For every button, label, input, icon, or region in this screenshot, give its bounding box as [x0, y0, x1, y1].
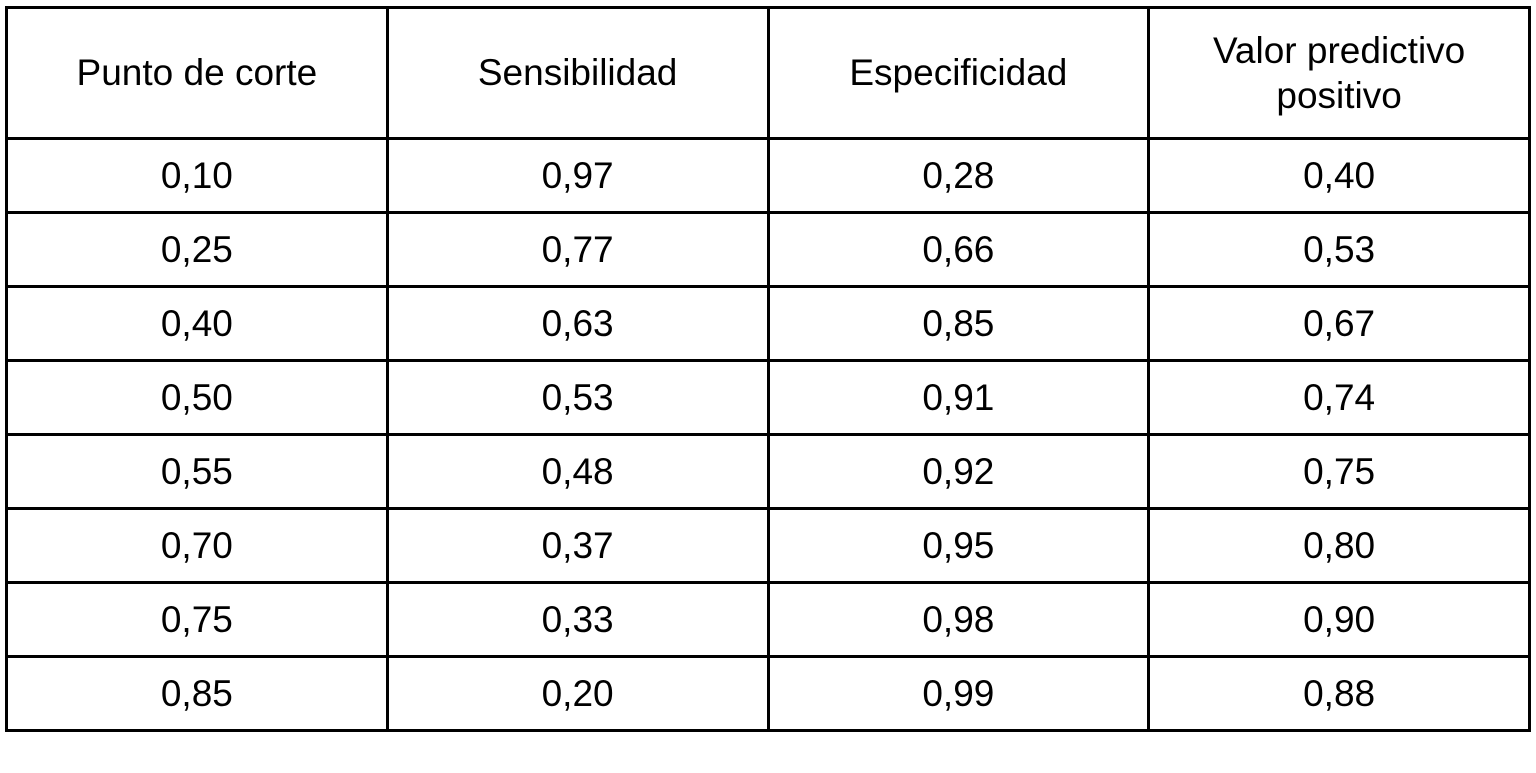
table-cell: 0,48	[385, 433, 770, 510]
table-cell: 0,99	[766, 655, 1151, 732]
table-body: 0,10 0,97 0,28 0,40 0,25 0,77 0,66 0,53 …	[5, 137, 1531, 732]
table-cell: 0,98	[766, 581, 1151, 658]
table-cell: 0,40	[5, 285, 389, 362]
column-header-sensibilidad: Sensibilidad	[385, 6, 770, 140]
table-cell: 0,75	[1147, 433, 1531, 510]
table-cell: 0,20	[385, 655, 770, 732]
table-cell: 0,67	[1147, 285, 1531, 362]
table-cell: 0,10	[5, 137, 389, 214]
table-row: 0,55 0,48 0,92 0,75	[5, 433, 1531, 510]
column-header-especificidad: Especificidad	[766, 6, 1151, 140]
table-cell: 0,85	[766, 285, 1151, 362]
table-cell: 0,63	[385, 285, 770, 362]
table-cell: 0,92	[766, 433, 1151, 510]
table-row: 0,50 0,53 0,91 0,74	[5, 359, 1531, 436]
table-cell: 0,95	[766, 507, 1151, 584]
table-cell: 0,88	[1147, 655, 1531, 732]
table-cell: 0,80	[1147, 507, 1531, 584]
table-cell: 0,40	[1147, 137, 1531, 214]
table-cell: 0,75	[5, 581, 389, 658]
table-cell: 0,90	[1147, 581, 1531, 658]
table-cell: 0,55	[5, 433, 389, 510]
table-cell: 0,25	[5, 211, 389, 288]
table-row: 0,40 0,63 0,85 0,67	[5, 285, 1531, 362]
table-header: Punto de corte Sensibilidad Especificida…	[5, 6, 1531, 140]
table-cell: 0,53	[385, 359, 770, 436]
cutoff-statistics-table: Punto de corte Sensibilidad Especificida…	[5, 6, 1531, 732]
column-header-punto-de-corte: Punto de corte	[5, 6, 389, 140]
table-cell: 0,33	[385, 581, 770, 658]
table-row: 0,10 0,97 0,28 0,40	[5, 137, 1531, 214]
table-cell: 0,77	[385, 211, 770, 288]
table-row: 0,70 0,37 0,95 0,80	[5, 507, 1531, 584]
table-row: 0,25 0,77 0,66 0,53	[5, 211, 1531, 288]
table-cell: 0,53	[1147, 211, 1531, 288]
table-cell: 0,85	[5, 655, 389, 732]
table-cell: 0,70	[5, 507, 389, 584]
table-cell: 0,50	[5, 359, 389, 436]
header-row: Punto de corte Sensibilidad Especificida…	[5, 6, 1531, 140]
table-cell: 0,37	[385, 507, 770, 584]
table-row: 0,75 0,33 0,98 0,90	[5, 581, 1531, 658]
table-cell: 0,91	[766, 359, 1151, 436]
column-header-valor-predictivo-positivo: Valor predictivo positivo	[1147, 6, 1531, 140]
table-row: 0,85 0,20 0,99 0,88	[5, 655, 1531, 732]
table-cell: 0,28	[766, 137, 1151, 214]
table-cell: 0,66	[766, 211, 1151, 288]
table-cell: 0,74	[1147, 359, 1531, 436]
table-cell: 0,97	[385, 137, 770, 214]
